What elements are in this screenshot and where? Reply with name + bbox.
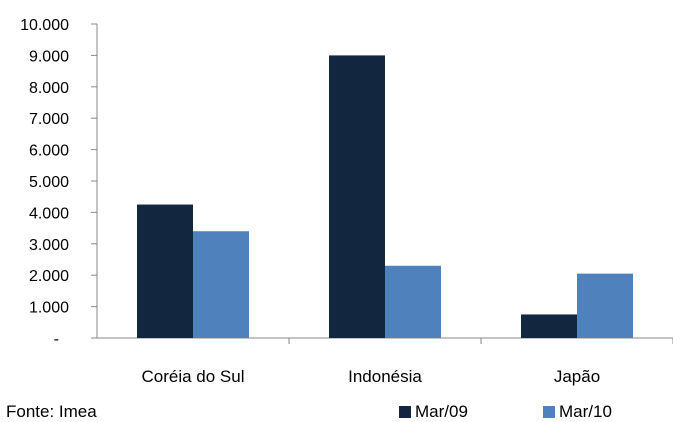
y-tick-label: 5.000	[29, 174, 69, 191]
y-tick-label: 3.000	[29, 237, 69, 254]
y-tick-label: 2.000	[29, 268, 69, 285]
y-tick-label: 9.000	[29, 48, 69, 65]
y-tick-label: 6.000	[29, 143, 69, 160]
legend-label-mar09: Mar/09	[415, 402, 468, 421]
y-tick-label: 1.000	[29, 300, 69, 317]
legend-item-mar09: Mar/09	[399, 402, 468, 422]
x-category-label: Indonésia	[348, 367, 422, 386]
x-axis-categories: Coréia do Sul Indonésia Japão	[141, 338, 673, 386]
source-note: Fonte: Imea	[6, 402, 97, 421]
bar-Mar10-1	[385, 265, 441, 338]
chart-bars	[137, 55, 633, 339]
y-tick-label: 8.000	[29, 80, 69, 97]
x-category-label: Japão	[554, 367, 600, 386]
y-axis-ticks: - 1.000 2.000 3.000 4.000 5.000 6.000 7.000 8.00…	[20, 17, 97, 348]
y-tick-label: 10.000	[20, 17, 69, 34]
legend-swatch-mar10	[543, 406, 555, 418]
bar-Mar10-0	[193, 231, 249, 338]
legend-item-mar10: Mar/10	[543, 402, 612, 422]
bar-Mar10-2	[577, 273, 633, 338]
y-tick-label: 4.000	[29, 205, 69, 222]
bar-Mar09-1	[329, 55, 385, 339]
bar-Mar09-0	[137, 204, 193, 338]
legend-swatch-mar09	[399, 406, 411, 418]
legend-label-mar10: Mar/10	[559, 402, 612, 421]
y-tick-label: -	[54, 331, 59, 348]
x-category-label: Coréia do Sul	[141, 367, 244, 386]
bar-Mar09-2	[521, 314, 577, 338]
y-tick-label: 7.000	[29, 111, 69, 128]
